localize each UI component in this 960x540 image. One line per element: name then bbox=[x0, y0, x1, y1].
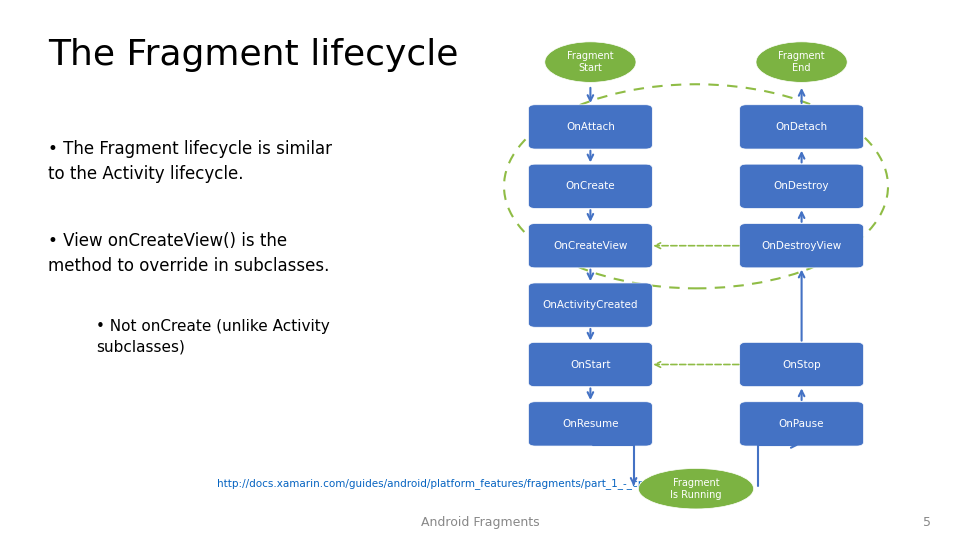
Ellipse shape bbox=[638, 468, 754, 509]
FancyBboxPatch shape bbox=[739, 402, 864, 446]
Text: OnDetach: OnDetach bbox=[776, 122, 828, 132]
FancyBboxPatch shape bbox=[739, 224, 864, 268]
FancyBboxPatch shape bbox=[528, 342, 652, 387]
Text: Fragment
Start: Fragment Start bbox=[567, 51, 613, 73]
FancyBboxPatch shape bbox=[528, 283, 652, 327]
Text: http://docs.xamarin.com/guides/android/platform_features/fragments/part_1_-_crea: http://docs.xamarin.com/guides/android/p… bbox=[217, 478, 743, 489]
Text: Fragment
End: Fragment End bbox=[779, 51, 825, 73]
Ellipse shape bbox=[544, 42, 636, 82]
Text: The Fragment lifecycle: The Fragment lifecycle bbox=[48, 38, 458, 72]
FancyBboxPatch shape bbox=[528, 164, 652, 208]
Text: • View onCreateView() is the
method to override in subclasses.: • View onCreateView() is the method to o… bbox=[48, 232, 329, 275]
FancyBboxPatch shape bbox=[739, 105, 864, 149]
Text: OnResume: OnResume bbox=[563, 419, 618, 429]
FancyBboxPatch shape bbox=[739, 342, 864, 387]
Text: OnAttach: OnAttach bbox=[566, 122, 614, 132]
Text: OnStart: OnStart bbox=[570, 360, 611, 369]
Text: Fragment
Is Running: Fragment Is Running bbox=[670, 478, 722, 500]
Text: • The Fragment lifecycle is similar
to the Activity lifecycle.: • The Fragment lifecycle is similar to t… bbox=[48, 140, 332, 184]
FancyBboxPatch shape bbox=[528, 402, 652, 446]
FancyBboxPatch shape bbox=[528, 105, 652, 149]
Ellipse shape bbox=[756, 42, 847, 82]
Text: OnCreateView: OnCreateView bbox=[553, 241, 628, 251]
Text: • Not onCreate (unlike Activity
subclasses): • Not onCreate (unlike Activity subclass… bbox=[96, 319, 329, 355]
Text: OnDestroy: OnDestroy bbox=[774, 181, 829, 191]
FancyBboxPatch shape bbox=[739, 164, 864, 208]
Text: Android Fragments: Android Fragments bbox=[420, 516, 540, 529]
Text: OnStop: OnStop bbox=[782, 360, 821, 369]
Text: OnActivityCreated: OnActivityCreated bbox=[542, 300, 638, 310]
FancyBboxPatch shape bbox=[528, 224, 652, 268]
Text: OnCreate: OnCreate bbox=[565, 181, 615, 191]
Text: OnPause: OnPause bbox=[779, 419, 825, 429]
Text: OnDestroyView: OnDestroyView bbox=[761, 241, 842, 251]
Text: 5: 5 bbox=[924, 516, 931, 529]
